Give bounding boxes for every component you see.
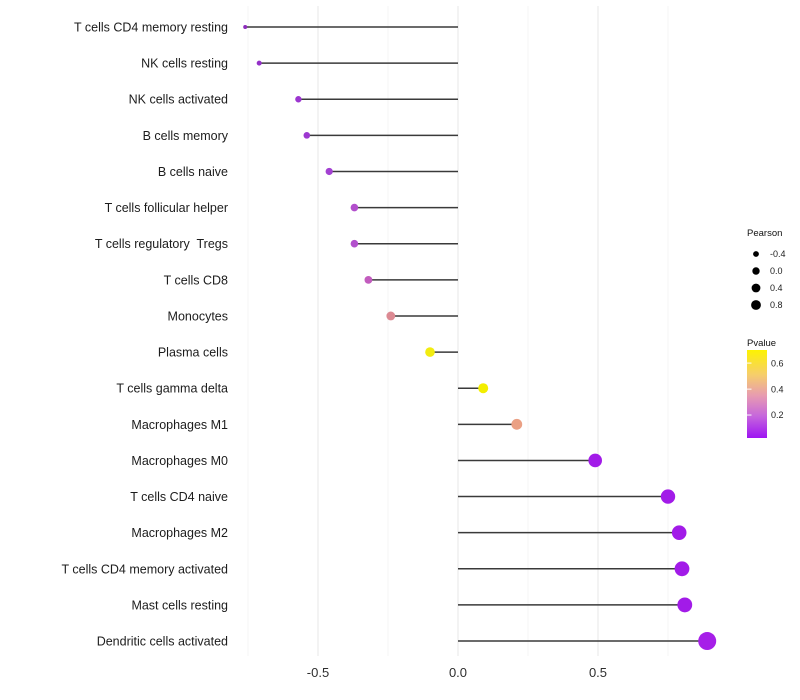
lollipop-dot <box>350 239 359 248</box>
category-label: T cells regulatory Tregs <box>95 237 228 251</box>
lollipop-dot <box>674 561 690 577</box>
pearson-legend-dot <box>753 251 759 257</box>
category-label: Plasma cells <box>158 346 228 360</box>
lollipop-dot <box>698 632 717 651</box>
category-label: B cells naive <box>158 165 228 179</box>
lollipop-dot <box>295 96 302 103</box>
category-label: Macrophages M1 <box>131 418 228 432</box>
lollipop-dot <box>303 132 311 139</box>
pearson-legend-dot <box>751 300 761 310</box>
category-label: T cells gamma delta <box>116 382 228 396</box>
lollipop-dot <box>425 347 435 357</box>
x-tick-label: 0.5 <box>589 665 607 680</box>
colorbar-tick-label: 0.2 <box>771 410 784 420</box>
lollipop-dot <box>588 453 602 468</box>
lollipop-dot <box>660 489 676 504</box>
pvalue-colorbar <box>747 350 767 438</box>
pearson-legend-label: 0.4 <box>770 283 783 293</box>
pearson-legend-dot <box>751 283 761 293</box>
category-label: T cells CD4 memory resting <box>74 21 228 35</box>
x-tick-label: 0.0 <box>449 665 467 680</box>
category-label: NK cells activated <box>129 93 228 107</box>
lollipop-dot <box>511 418 523 430</box>
category-label: Mast cells resting <box>131 598 228 612</box>
pearson-legend-label: 0.0 <box>770 266 783 276</box>
lollipop-dot <box>243 25 248 29</box>
pvalue-legend-title: Pvalue <box>747 338 777 349</box>
category-label: NK cells resting <box>141 57 228 71</box>
lollipop-dot <box>478 383 489 394</box>
category-label: Dendritic cells activated <box>97 635 228 649</box>
pearson-legend-label: 0.8 <box>770 300 783 310</box>
category-label: T cells follicular helper <box>105 201 228 215</box>
lollipop-dot <box>350 203 359 212</box>
x-tick-label: -0.5 <box>307 665 329 680</box>
category-label: Monocytes <box>168 309 228 323</box>
lollipop-dot <box>671 525 687 540</box>
category-label: T cells CD4 naive <box>130 490 228 504</box>
lollipop-dot <box>677 597 693 613</box>
lollipop-dot <box>364 275 373 284</box>
category-label: T cells CD8 <box>164 273 228 287</box>
category-label: Macrophages M2 <box>131 526 228 540</box>
lollipop-dot <box>256 60 262 66</box>
pearson-legend-label: -0.4 <box>770 249 786 259</box>
colorbar-tick-label: 0.6 <box>771 358 784 368</box>
lollipop-dot <box>386 311 396 321</box>
category-label: Macrophages M0 <box>131 454 228 468</box>
category-label: T cells CD4 memory activated <box>62 562 229 576</box>
colorbar-tick-label: 0.4 <box>771 384 784 394</box>
lollipop-dot <box>325 167 333 176</box>
pearson-legend-dot <box>752 267 760 275</box>
category-label: B cells memory <box>143 129 229 143</box>
pearson-legend-title: Pearson <box>747 228 783 239</box>
